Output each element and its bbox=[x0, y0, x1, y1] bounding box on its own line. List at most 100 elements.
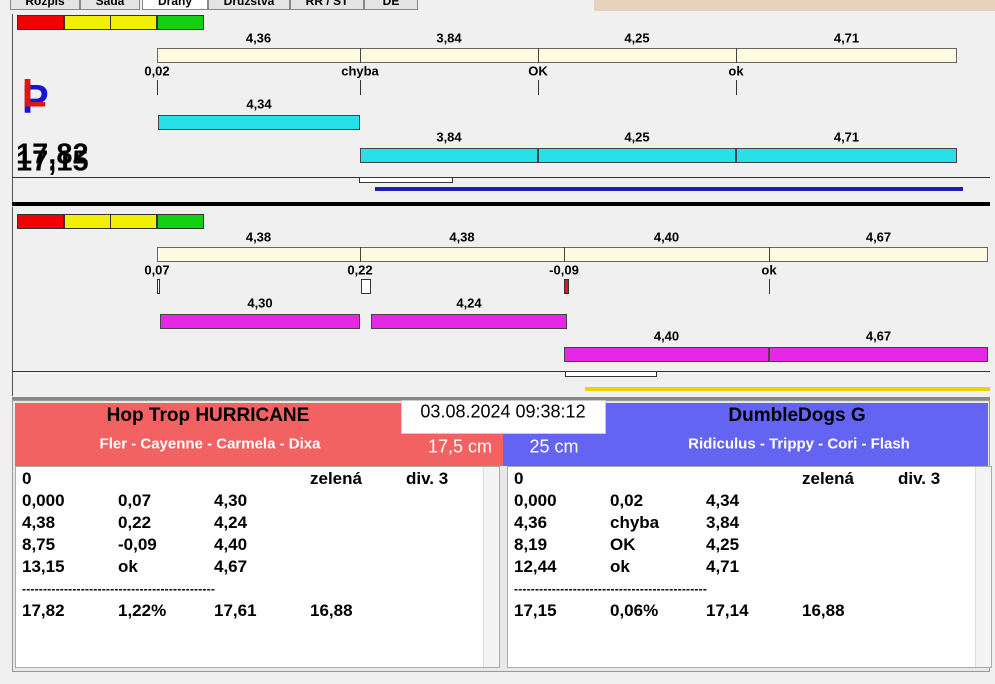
reference-note: 0,07 bbox=[144, 262, 170, 278]
note-tick bbox=[736, 80, 737, 95]
run-segment bbox=[564, 347, 769, 362]
table-cell: 4,40 bbox=[214, 535, 248, 554]
lane-letter: L bbox=[22, 71, 47, 116]
table-cell: 4,36 bbox=[514, 513, 548, 532]
table-cell: chyba bbox=[610, 513, 660, 532]
table-cell: 4,71 bbox=[706, 557, 740, 576]
table-cell: 0,07 bbox=[118, 491, 152, 510]
lane-panel bbox=[12, 14, 990, 203]
top-strip bbox=[594, 0, 995, 11]
lane-panel bbox=[12, 207, 990, 396]
reference-note: 0,02 bbox=[144, 63, 170, 79]
table-cell: 0,02 bbox=[610, 491, 644, 510]
status-light bbox=[17, 214, 64, 229]
segment-divider bbox=[538, 48, 539, 63]
note-marker bbox=[157, 279, 160, 294]
progress-line bbox=[585, 387, 990, 391]
progress-box bbox=[565, 371, 657, 377]
table-cell: 4,38 bbox=[22, 513, 56, 532]
reference-bar bbox=[157, 247, 988, 262]
tab[interactable]: Dráhy bbox=[142, 0, 208, 10]
table-header: div. 3 bbox=[898, 469, 941, 488]
segment-divider bbox=[360, 247, 361, 262]
reference-time: 4,40 bbox=[653, 229, 680, 245]
tab[interactable]: RR / ST bbox=[290, 0, 364, 10]
tab[interactable]: Družstva bbox=[208, 0, 290, 10]
note-marker bbox=[564, 279, 569, 294]
table-cell: ok bbox=[118, 557, 138, 576]
run-time: 3,84 bbox=[436, 129, 462, 145]
note-tick bbox=[360, 80, 361, 95]
reference-time: 4,67 bbox=[865, 229, 892, 245]
table-summary: 16,88 bbox=[310, 601, 353, 620]
status-light bbox=[110, 214, 157, 229]
table-cell: 4,30 bbox=[214, 491, 248, 510]
lane-divider bbox=[12, 202, 990, 206]
team-dogs: Fler - Cayenne - Carmela - Dixa bbox=[99, 435, 321, 453]
timeline bbox=[12, 177, 990, 178]
table-summary: 1,22% bbox=[118, 601, 167, 620]
table-header: 0 bbox=[514, 469, 524, 488]
timeline bbox=[12, 371, 990, 372]
segment-divider bbox=[769, 247, 770, 262]
tab[interactable]: DE bbox=[364, 0, 418, 10]
tab[interactable]: Rozpis bbox=[10, 0, 80, 10]
segment-divider bbox=[736, 48, 737, 63]
run-segment bbox=[371, 314, 567, 329]
table-cell: 8,75 bbox=[22, 535, 56, 554]
table-header: 0 bbox=[22, 469, 32, 488]
run-time: 4,24 bbox=[456, 295, 482, 311]
lane-total: 17,82 bbox=[16, 138, 89, 171]
reference-bar bbox=[157, 48, 957, 63]
segment-divider bbox=[564, 247, 565, 262]
run-segment bbox=[160, 314, 360, 329]
table-summary: 16,88 bbox=[802, 601, 845, 620]
run-time: 4,71 bbox=[833, 129, 860, 145]
run-segment bbox=[538, 148, 736, 163]
progress-box bbox=[359, 177, 453, 183]
table-cell: ok bbox=[610, 557, 630, 576]
run-segment bbox=[769, 347, 988, 362]
status-light bbox=[63, 214, 111, 229]
note-tick bbox=[769, 279, 770, 294]
table-cell: 8,19 bbox=[514, 535, 548, 554]
tab[interactable]: Sada bbox=[80, 0, 140, 10]
table-cell: -0,09 bbox=[118, 535, 157, 554]
table-cell: 0,000 bbox=[22, 491, 65, 510]
scrollbar bbox=[975, 467, 991, 667]
reference-time: 4,71 bbox=[833, 30, 860, 46]
run-time: 4,25 bbox=[624, 129, 650, 145]
reference-note: -0,09 bbox=[549, 262, 579, 278]
run-segment bbox=[360, 148, 538, 163]
run-time: 4,67 bbox=[865, 328, 892, 344]
reference-time: 4,38 bbox=[245, 229, 272, 245]
table-summary: 0,06% bbox=[610, 601, 659, 620]
reference-note: 0,22 bbox=[347, 262, 373, 278]
table-cell: 4,25 bbox=[706, 535, 740, 554]
reference-note: OK bbox=[528, 63, 548, 79]
reference-note: ok bbox=[761, 262, 777, 278]
lane-total: 17,15 bbox=[16, 145, 89, 178]
results-table bbox=[507, 466, 992, 668]
status-light bbox=[63, 15, 111, 30]
table-cell: OK bbox=[610, 535, 636, 554]
reference-time: 3,84 bbox=[436, 30, 462, 46]
note-tick bbox=[157, 80, 158, 95]
table-cell: 4,67 bbox=[214, 557, 248, 576]
reference-note: chyba bbox=[341, 63, 379, 79]
note-tick bbox=[538, 80, 539, 95]
scrollbar bbox=[483, 467, 499, 667]
table-summary: 17,61 bbox=[214, 601, 257, 620]
run-time: 4,30 bbox=[247, 295, 273, 311]
timestamp-box bbox=[401, 400, 606, 434]
table-summary: 17,14 bbox=[706, 601, 749, 620]
reference-note: ok bbox=[728, 63, 744, 79]
table-header: zelená bbox=[310, 469, 362, 488]
table-cell: 3,84 bbox=[706, 513, 740, 532]
lane-letter: P bbox=[22, 77, 49, 122]
reference-time: 4,38 bbox=[449, 229, 475, 245]
table-summary: 17,82 bbox=[22, 601, 65, 620]
